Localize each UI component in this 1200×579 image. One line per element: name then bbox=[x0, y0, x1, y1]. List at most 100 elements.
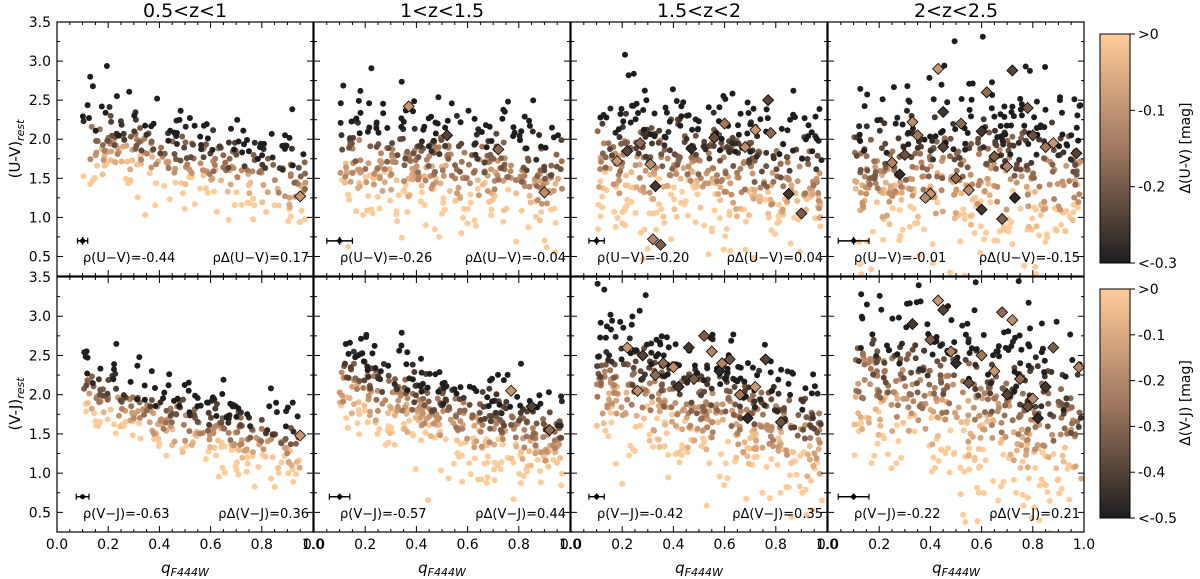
data-point-r1c4-328 bbox=[947, 135, 954, 142]
data-point-r2c3-95 bbox=[649, 399, 656, 406]
data-point-r1c4-312 bbox=[1011, 172, 1018, 179]
data-point-r2c1-8 bbox=[268, 475, 275, 482]
data-point-r1c2-1 bbox=[543, 244, 550, 251]
data-point-r2c4-81 bbox=[871, 452, 878, 459]
data-point-r2c1-133 bbox=[116, 412, 122, 419]
data-point-r1c2-201 bbox=[559, 185, 565, 192]
data-point-r1c2-167 bbox=[538, 200, 545, 207]
data-point-r1c2-326 bbox=[481, 159, 488, 166]
data-point-r1c3-194 bbox=[794, 178, 801, 185]
data-point-r1c2-391 bbox=[444, 117, 451, 124]
data-point-r1c1-256 bbox=[259, 152, 266, 159]
data-point-r1c1-220 bbox=[181, 144, 188, 151]
data-point-r1c1-246 bbox=[173, 141, 180, 147]
data-point-r2c1-60 bbox=[262, 453, 269, 460]
data-point-r1c3-142 bbox=[751, 187, 758, 193]
data-point-r1c3-50 bbox=[795, 216, 802, 223]
data-point-r2c4-58 bbox=[888, 465, 895, 472]
data-point-r2c4-334 bbox=[931, 390, 937, 397]
data-point-r1c4-106 bbox=[951, 215, 958, 222]
data-point-r1c3-479 bbox=[812, 113, 819, 120]
data-point-r1c1-166 bbox=[256, 169, 263, 176]
data-point-r1c1-122 bbox=[93, 149, 100, 156]
data-point-r1c3-394 bbox=[770, 155, 777, 162]
data-point-r2c3-244 bbox=[674, 411, 681, 418]
data-point-r1c3-226 bbox=[664, 155, 671, 162]
data-point-r2c3-98 bbox=[733, 454, 740, 461]
data-point-r1c3-124 bbox=[677, 175, 684, 182]
data-point-r2c3-54 bbox=[802, 486, 809, 493]
data-point-r2c1-189 bbox=[162, 419, 169, 426]
data-point-r1c3-240 bbox=[757, 184, 764, 191]
data-point-r2c3-233 bbox=[687, 422, 694, 429]
data-point-r2c2-176 bbox=[538, 449, 544, 456]
data-point-r1c2-31 bbox=[346, 196, 353, 203]
data-point-r2c4-240 bbox=[861, 376, 868, 383]
data-point-r1c4-162 bbox=[984, 175, 991, 182]
xtick-label-r2c3-5: 1.0 bbox=[816, 537, 838, 553]
data-point-r2c3-250 bbox=[709, 429, 716, 436]
data-point-r1c1-20 bbox=[251, 202, 258, 209]
data-point-r1c1-218 bbox=[190, 141, 196, 148]
data-point-r1c2-163 bbox=[440, 172, 447, 179]
data-point-r2c4-182 bbox=[934, 414, 941, 421]
data-point-r1c4-463 bbox=[988, 105, 995, 112]
data-point-r1c3-404 bbox=[753, 153, 760, 160]
data-point-r1c4-179 bbox=[974, 200, 981, 207]
data-point-r1c4-376 bbox=[881, 120, 888, 127]
data-point-r1c4-160 bbox=[1040, 206, 1047, 213]
data-point-r2c3-170 bbox=[775, 443, 782, 450]
data-point-r1c3-332 bbox=[777, 174, 784, 181]
data-point-r2c4-496 bbox=[878, 306, 885, 313]
data-point-r1c1-77 bbox=[112, 159, 119, 166]
data-point-r1c3-227 bbox=[687, 177, 694, 184]
data-point-r1c4-28 bbox=[961, 211, 968, 218]
data-point-r2c4-5 bbox=[1059, 544, 1065, 550]
data-point-r1c4-391 bbox=[1067, 156, 1074, 163]
data-point-r1c3-250 bbox=[598, 158, 604, 165]
data-point-r2c1-0 bbox=[271, 483, 278, 490]
data-point-r1c4-85 bbox=[1000, 226, 1007, 233]
data-point-r2c2-0 bbox=[424, 497, 431, 504]
data-point-r1c2-272 bbox=[452, 162, 458, 169]
data-point-r2c4-509 bbox=[895, 314, 902, 321]
data-point-r1c4-8 bbox=[983, 229, 990, 236]
data-point-r1c4-484 bbox=[941, 62, 948, 69]
xtick-label-r2c2-4: 0.8 bbox=[508, 537, 530, 553]
xtick-label-r2c1-4: 0.8 bbox=[251, 537, 273, 553]
data-point-r1c4-271 bbox=[1030, 170, 1037, 177]
data-point-r2c4-265 bbox=[921, 392, 928, 399]
data-point-r1c2-15 bbox=[472, 222, 479, 229]
data-point-r2c4-42 bbox=[966, 466, 973, 473]
data-point-r1c3-260 bbox=[734, 169, 741, 176]
data-point-r1c4-482 bbox=[864, 91, 871, 98]
data-point-r1c3-444 bbox=[763, 106, 770, 113]
data-point-r1c3-2 bbox=[612, 224, 619, 230]
data-point-r1c1-272 bbox=[204, 135, 211, 142]
data-point-r1c1-221 bbox=[225, 164, 232, 171]
data-point-r1c2-154 bbox=[550, 187, 557, 194]
data-point-r2c3-333 bbox=[732, 401, 739, 408]
diamond-point-r2c4-16 bbox=[1072, 361, 1084, 374]
data-point-r2c1-284 bbox=[141, 396, 148, 403]
data-point-r2c3-304 bbox=[728, 423, 735, 429]
data-point-r1c2-341 bbox=[472, 151, 479, 158]
data-point-r1c3-330 bbox=[763, 163, 770, 170]
data-point-r1c2-311 bbox=[438, 137, 445, 143]
data-point-r1c4-4 bbox=[868, 266, 875, 273]
data-point-r2c4-0 bbox=[1016, 554, 1022, 560]
data-point-r2c1-287 bbox=[97, 365, 104, 372]
data-point-r2c4-186 bbox=[981, 426, 988, 433]
xtick-label-r2c4-5: 1.0 bbox=[1073, 537, 1095, 553]
data-point-r2c4-77 bbox=[1000, 451, 1007, 458]
rho-delta-symbol-r2c3: ρΔ(V−J) bbox=[732, 507, 783, 522]
data-point-r1c3-80 bbox=[768, 227, 775, 234]
data-point-r1c1-34 bbox=[244, 199, 251, 206]
data-point-r2c4-302 bbox=[1009, 417, 1016, 424]
data-point-r1c2-354 bbox=[425, 143, 432, 150]
data-point-r2c3-68 bbox=[637, 422, 644, 429]
data-point-r2c4-203 bbox=[1049, 431, 1056, 438]
data-point-r2c4-450 bbox=[1011, 388, 1018, 395]
data-point-r2c2-14 bbox=[356, 431, 363, 438]
data-point-r2c3-91 bbox=[593, 422, 600, 429]
